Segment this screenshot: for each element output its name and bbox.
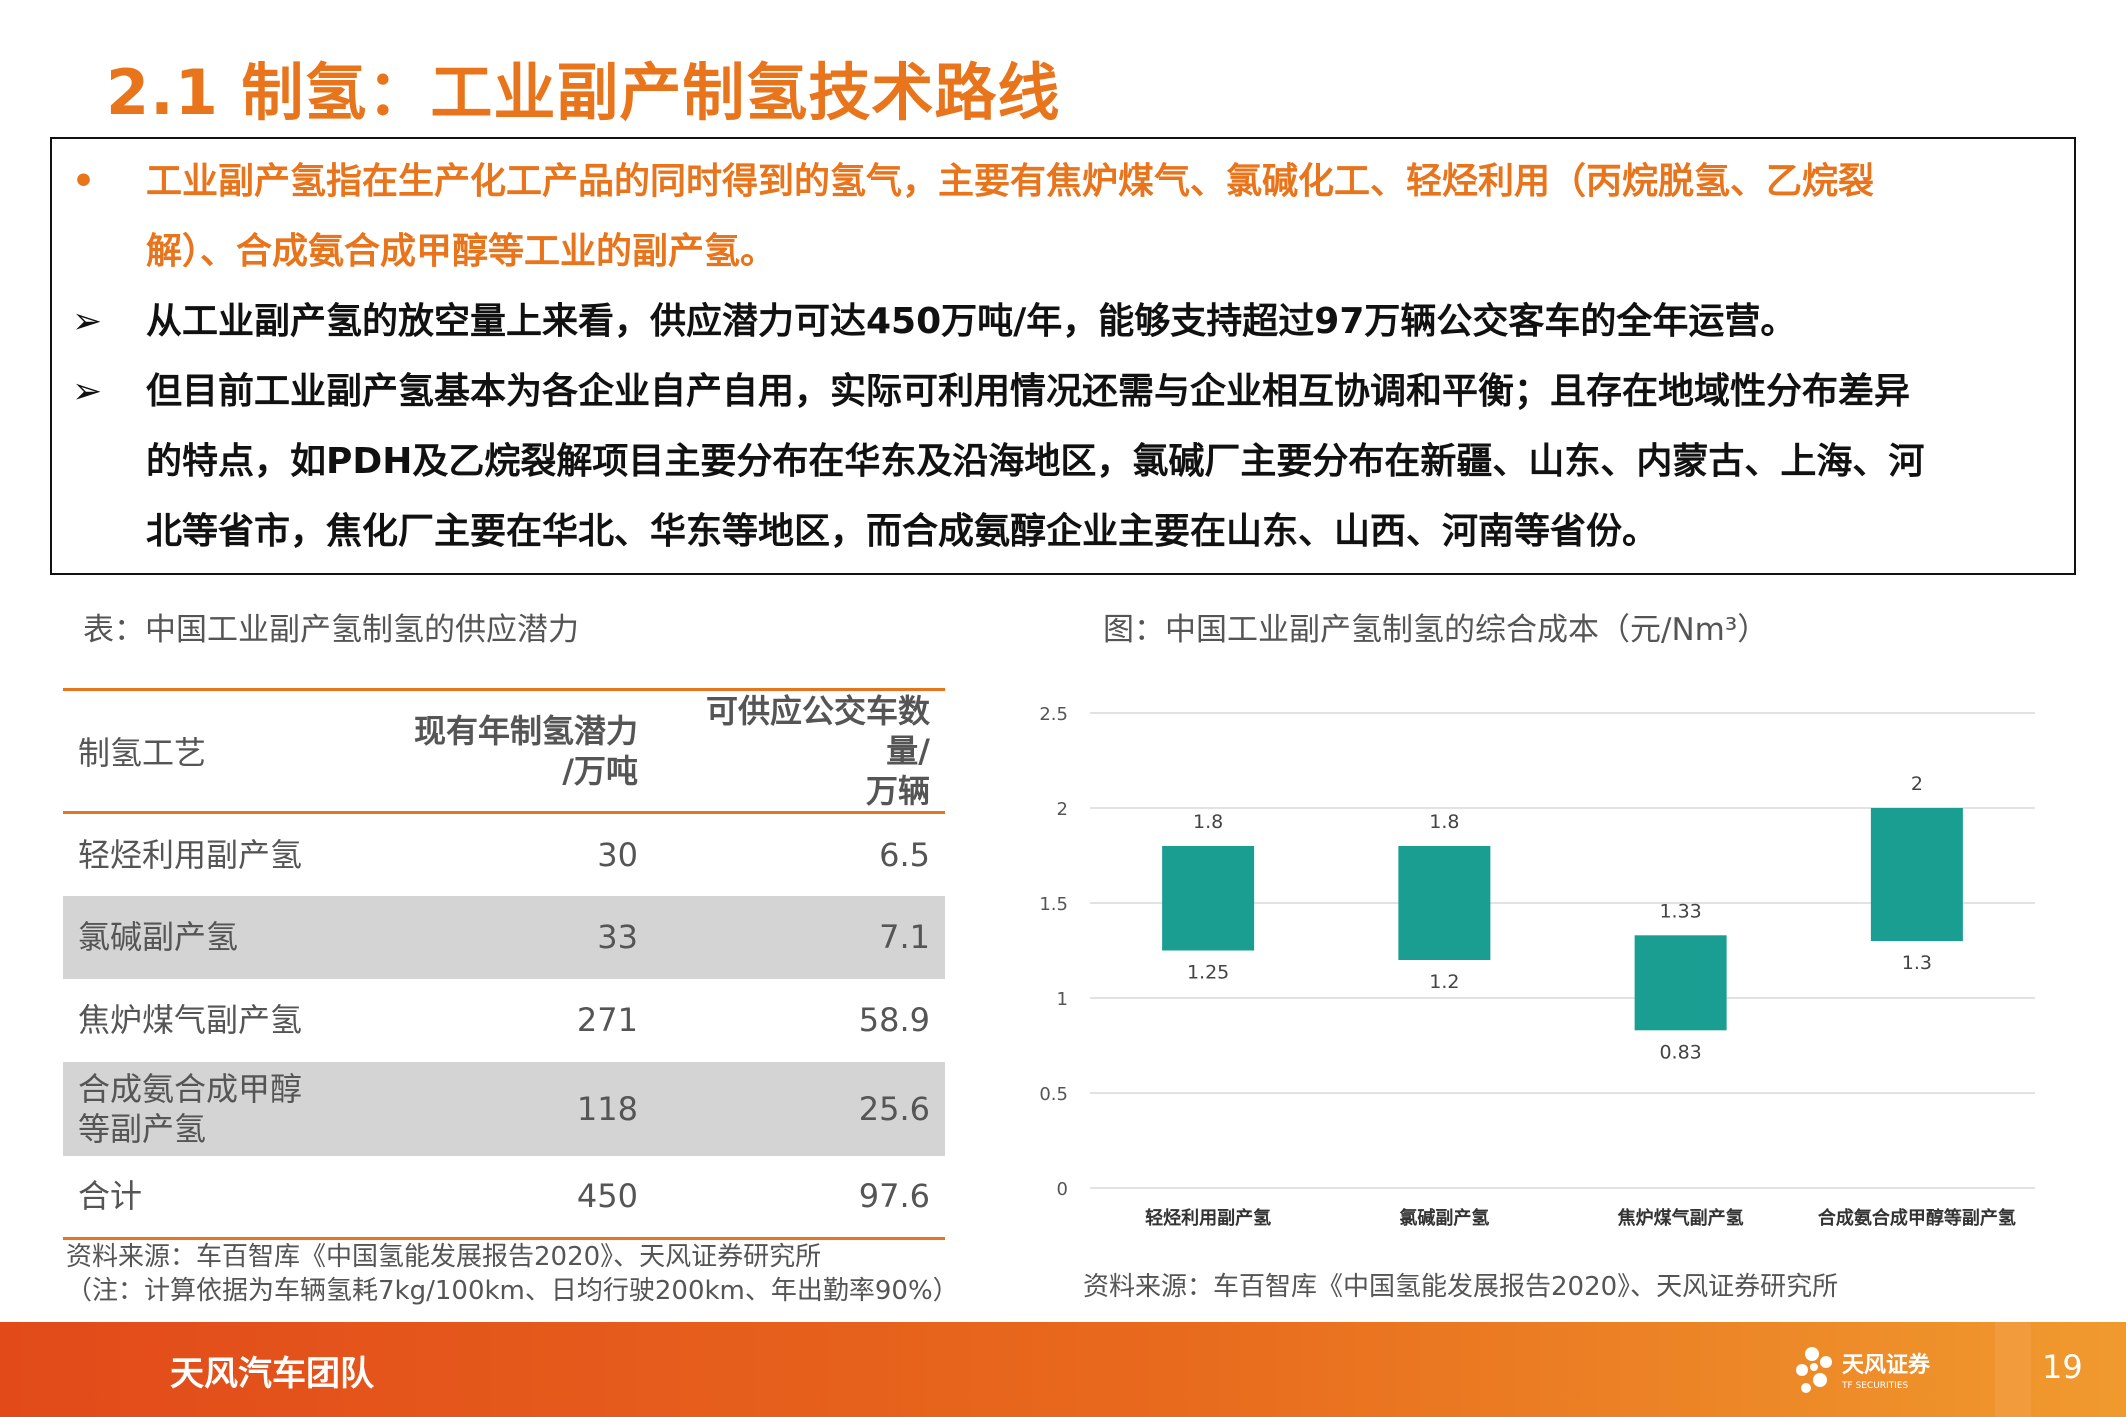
- table-cell-potential: 118: [576, 1089, 638, 1128]
- table-cell-buses: 7.1: [879, 918, 930, 956]
- chart-caption: 图：中国工业副产氢制氢的综合成本（元/Nm³）: [1103, 612, 1769, 648]
- flower-logo-icon: 天风证券 TF SECURITIES: [1796, 1347, 1931, 1393]
- summary-bullet: ➢ 但目前工业副产氢基本为各企业自产自用，实际可利用情况还需与企业相互协调和平衡；…: [52, 357, 2078, 567]
- x-category-label: 轻烃利用副产氢: [1145, 1207, 1271, 1229]
- y-tick-label: 2: [1057, 799, 1068, 820]
- table-row: 焦炉煤气副产氢 271 58.9: [63, 979, 945, 1062]
- brand-name: 天风证券: [1842, 1352, 1931, 1378]
- x-category-label: 氯碱副产氢: [1399, 1207, 1489, 1229]
- bar-high-label: 1.33: [1659, 900, 1701, 922]
- x-category-label: 合成氨合成甲醇等副产氢: [1818, 1207, 2016, 1229]
- table-note-line: （注：计算依据为车辆氢耗7kg/100km、日均行驶200km、年出勤率90%）: [66, 1276, 959, 1306]
- table-cell-buses: 6.5: [879, 835, 930, 874]
- summary-line: 北等省市，焦化厂主要在华北、华东等地区，而合成氨醇企业主要在山东、山西、河南等省…: [146, 511, 1659, 552]
- table-row: 氯碱副产氢 33 7.1: [63, 895, 945, 979]
- table-cell-potential: 450: [576, 1177, 638, 1216]
- summary-bullet: ➢ 从工业副产氢的放空量上来看，供应潜力可达450万吨/年，能够支持超过97万辆公…: [52, 287, 2078, 357]
- arrow-bullet-icon: ➢: [72, 371, 103, 412]
- summary-box: • 工业副产氢指在生产化工产品的同时得到的氢气，主要有焦炉煤气、氯碱化工、轻烃利用…: [50, 137, 2076, 575]
- y-tick-label: 0.5: [1040, 1084, 1068, 1105]
- cost-range-bar: [1162, 846, 1255, 951]
- table-header-line: 万辆: [865, 772, 930, 810]
- table-cell-line: 氯碱副产氢: [78, 918, 239, 956]
- supply-potential-table: 制氢工艺 现有年制氢潜力/万吨 可供应公交车数量/万辆 轻烃利用副产氢 30 6.5…: [63, 688, 945, 1240]
- bar-low-label: 1.3: [1902, 952, 1932, 974]
- summary-bullet-text: 工业副产氢指在生产化工产品的同时得到的氢气，主要有焦炉煤气、氯碱化工、轻烃利用（…: [146, 147, 2046, 287]
- cost-range-bar: [1398, 846, 1491, 960]
- bar-high-label: 2: [1911, 773, 1923, 795]
- table-cell-line: 焦炉煤气副产氢: [78, 1001, 303, 1039]
- table-header-potential: 现有年制氢潜力/万吨: [363, 690, 653, 813]
- table-cell-line: 轻烃利用副产氢: [78, 835, 303, 874]
- brand-name-en: TF SECURITIES: [1841, 1381, 1909, 1391]
- table-row: 轻烃利用副产氢 30 6.5: [63, 813, 945, 896]
- table-header-line: 制氢工艺: [78, 734, 207, 772]
- summary-line: 工业副产氢指在生产化工产品的同时得到的氢气，主要有焦炉煤气、氯碱化工、轻烃利用（…: [146, 161, 1875, 202]
- bullet-dot-icon: •: [72, 161, 96, 202]
- page-number: 19: [2042, 1348, 2083, 1386]
- table-source: 资料来源：车百智库《中国氢能发展报告2020》、天风证券研究所 （注：计算依据为…: [66, 1240, 959, 1308]
- summary-bullet-text: 从工业副产氢的放空量上来看，供应潜力可达450万吨/年，能够支持超过97万辆公交…: [146, 287, 2046, 357]
- table-cell-buses: 97.6: [858, 1177, 930, 1216]
- bar-low-label: 0.83: [1659, 1041, 1701, 1063]
- bar-high-label: 1.8: [1193, 811, 1223, 833]
- table-row: 合计 450 97.6: [63, 1156, 945, 1239]
- table-row: 合成氨合成甲醇 等副产氢 118 25.6: [63, 1061, 945, 1156]
- table-header-line: /万吨: [562, 752, 638, 790]
- table-cell-line: 合计: [78, 1177, 143, 1216]
- summary-bullet: • 工业副产氢指在生产化工产品的同时得到的氢气，主要有焦炉煤气、氯碱化工、轻烃利用…: [52, 147, 2078, 287]
- table-header-line: 可供应公交车数量/: [705, 692, 930, 770]
- footer-team: 天风汽车团队: [170, 1354, 374, 1394]
- summary-line: 但目前工业副产氢基本为各企业自产自用，实际可利用情况还需与企业相互协调和平衡；且…: [146, 371, 1911, 412]
- table-source-line: 资料来源：车百智库《中国氢能发展报告2020》、天风证券研究所: [66, 1242, 822, 1272]
- chart-source: 资料来源：车百智库《中国氢能发展报告2020》、天风证券研究所: [1083, 1272, 1839, 1302]
- table-cell-buses: 58.9: [858, 1001, 930, 1039]
- table-header-buses: 可供应公交车数量/万辆: [653, 690, 945, 813]
- table-cell-buses: 25.6: [858, 1089, 930, 1128]
- summary-bullet-text: 但目前工业副产氢基本为各企业自产自用，实际可利用情况还需与企业相互协调和平衡；且…: [146, 357, 2046, 567]
- table-cell-process: 合成氨合成甲醇 等副产氢: [63, 1062, 363, 1156]
- arrow-bullet-icon: ➢: [72, 301, 103, 342]
- y-tick-label: 1: [1057, 989, 1068, 1010]
- table-cell-process: 氯碱副产氢: [63, 896, 363, 979]
- bar-low-label: 1.2: [1429, 971, 1459, 993]
- table-header-line: 现有年制氢潜力: [413, 712, 638, 750]
- cost-chart: 0 0.5 1 1.5 2 2.5 1.8 1.25 轻烃利用副产氢 1.8 1.2 氯碱副产氢 1.3…: [1040, 704, 2035, 1229]
- table-cell-process: 焦炉煤气副产氢: [63, 979, 363, 1062]
- x-category-label: 焦炉煤气副产氢: [1617, 1207, 1744, 1229]
- table-cell-process: 轻烃利用副产氢: [63, 813, 363, 896]
- brand-logo: 天风证券 TF SECURITIES: [1790, 1340, 1940, 1400]
- table-cell-line: 合成氨合成甲醇: [78, 1069, 303, 1108]
- bar-low-label: 1.25: [1187, 962, 1229, 984]
- summary-line: 从工业副产氢的放空量上来看，供应潜力可达450万吨/年，能够支持超过97万辆公交…: [146, 301, 1797, 342]
- table-cell-potential: 33: [597, 918, 638, 956]
- y-tick-label: 2.5: [1040, 704, 1068, 725]
- table-cell-potential: 30: [597, 835, 638, 874]
- table-header-process: 制氢工艺: [63, 690, 363, 813]
- summary-line: 解）、合成氨合成甲醇等工业的副产氢。: [146, 231, 777, 272]
- y-tick-label: 1.5: [1040, 894, 1068, 915]
- table-header-row: 制氢工艺 现有年制氢潜力/万吨 可供应公交车数量/万辆: [63, 689, 945, 813]
- cost-range-bar: [1870, 808, 1963, 941]
- bar-high-label: 1.8: [1429, 811, 1459, 833]
- table-caption: 表：中国工业副产氢制氢的供应潜力: [83, 612, 579, 648]
- page-title: 2.1 制氢：工业副产制氢技术路线: [106, 56, 1061, 129]
- table-cell-potential: 271: [576, 1001, 638, 1039]
- y-tick-label: 0: [1057, 1179, 1068, 1200]
- cost-range-bar: [1634, 935, 1727, 1031]
- summary-line: 的特点，如PDH及乙烷裂解项目主要分布在华东及沿海地区，氯碱厂主要分布在新疆、山…: [146, 441, 1925, 482]
- table-cell-process: 合计: [63, 1156, 363, 1239]
- table-cell-line: 等副产氢: [78, 1109, 207, 1148]
- footer-divider: [1995, 1322, 2031, 1417]
- footer-bar: 天风汽车团队 天风证券 TF SECURITIES 19: [0, 1322, 2126, 1417]
